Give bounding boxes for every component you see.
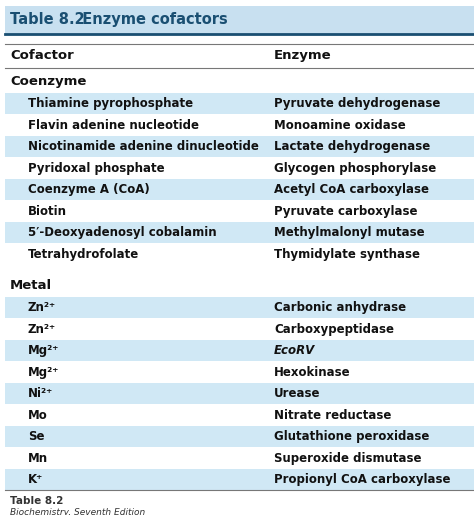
Text: Enzyme cofactors: Enzyme cofactors xyxy=(72,12,228,27)
Text: Mn: Mn xyxy=(28,452,48,465)
Text: Propionyl CoA carboxylase: Propionyl CoA carboxylase xyxy=(274,473,450,486)
Text: Methylmalonyl mutase: Methylmalonyl mutase xyxy=(274,226,425,239)
Text: Coenzyme A (CoA): Coenzyme A (CoA) xyxy=(28,183,150,196)
Text: Superoxide dismutase: Superoxide dismutase xyxy=(274,452,421,465)
FancyBboxPatch shape xyxy=(5,158,474,179)
Text: 5′-Deoxyadenosyl cobalamin: 5′-Deoxyadenosyl cobalamin xyxy=(28,226,217,239)
Text: Mo: Mo xyxy=(28,409,48,422)
Text: Enzyme: Enzyme xyxy=(274,49,331,62)
FancyBboxPatch shape xyxy=(5,340,474,362)
Text: Table 8.2: Table 8.2 xyxy=(10,12,85,27)
Text: Cofactor: Cofactor xyxy=(10,49,74,62)
Text: Glycogen phosphorylase: Glycogen phosphorylase xyxy=(274,162,436,175)
FancyBboxPatch shape xyxy=(5,426,474,448)
Text: Pyridoxal phosphate: Pyridoxal phosphate xyxy=(28,162,164,175)
Text: Flavin adenine nucleotide: Flavin adenine nucleotide xyxy=(28,119,199,132)
FancyBboxPatch shape xyxy=(5,200,474,222)
Text: Table 8.2: Table 8.2 xyxy=(10,496,64,506)
Text: Acetyl CoA carboxylase: Acetyl CoA carboxylase xyxy=(274,183,429,196)
Text: Biochemistry, Seventh Edition: Biochemistry, Seventh Edition xyxy=(10,508,145,515)
Text: Ni²⁺: Ni²⁺ xyxy=(28,387,53,400)
FancyBboxPatch shape xyxy=(5,244,474,265)
FancyBboxPatch shape xyxy=(5,383,474,404)
Text: Monoamine oxidase: Monoamine oxidase xyxy=(274,119,406,132)
FancyBboxPatch shape xyxy=(5,6,474,34)
Text: Zn²⁺: Zn²⁺ xyxy=(28,323,56,336)
Text: EcoRV: EcoRV xyxy=(274,344,315,357)
FancyBboxPatch shape xyxy=(5,362,474,383)
Text: Thiamine pyrophosphate: Thiamine pyrophosphate xyxy=(28,97,193,110)
FancyBboxPatch shape xyxy=(5,404,474,426)
Text: Metal: Metal xyxy=(10,280,52,293)
Text: Thymidylate synthase: Thymidylate synthase xyxy=(274,248,420,261)
Text: Coenzyme: Coenzyme xyxy=(10,76,86,89)
Text: Pyruvate carboxylase: Pyruvate carboxylase xyxy=(274,205,418,218)
Text: Zn²⁺: Zn²⁺ xyxy=(28,301,56,314)
FancyBboxPatch shape xyxy=(5,179,474,200)
FancyBboxPatch shape xyxy=(5,93,474,114)
Text: Mg²⁺: Mg²⁺ xyxy=(28,366,59,379)
Text: Urease: Urease xyxy=(274,387,320,400)
FancyBboxPatch shape xyxy=(5,318,474,340)
Text: K⁺: K⁺ xyxy=(28,473,43,486)
Text: Mg²⁺: Mg²⁺ xyxy=(28,344,59,357)
FancyBboxPatch shape xyxy=(5,222,474,244)
Text: Pyruvate dehydrogenase: Pyruvate dehydrogenase xyxy=(274,97,440,110)
Text: Biotin: Biotin xyxy=(28,205,67,218)
FancyBboxPatch shape xyxy=(5,297,474,318)
Text: Nitrate reductase: Nitrate reductase xyxy=(274,409,392,422)
Text: Hexokinase: Hexokinase xyxy=(274,366,351,379)
Text: Carbonic anhydrase: Carbonic anhydrase xyxy=(274,301,406,314)
Text: Se: Se xyxy=(28,430,45,443)
Text: Carboxypeptidase: Carboxypeptidase xyxy=(274,323,394,336)
Text: Glutathione peroxidase: Glutathione peroxidase xyxy=(274,430,429,443)
FancyBboxPatch shape xyxy=(5,469,474,490)
Text: Tetrahydrofolate: Tetrahydrofolate xyxy=(28,248,139,261)
FancyBboxPatch shape xyxy=(5,448,474,469)
FancyBboxPatch shape xyxy=(5,136,474,158)
FancyBboxPatch shape xyxy=(5,114,474,136)
Text: Lactate dehydrogenase: Lactate dehydrogenase xyxy=(274,140,430,153)
Text: Nicotinamide adenine dinucleotide: Nicotinamide adenine dinucleotide xyxy=(28,140,259,153)
